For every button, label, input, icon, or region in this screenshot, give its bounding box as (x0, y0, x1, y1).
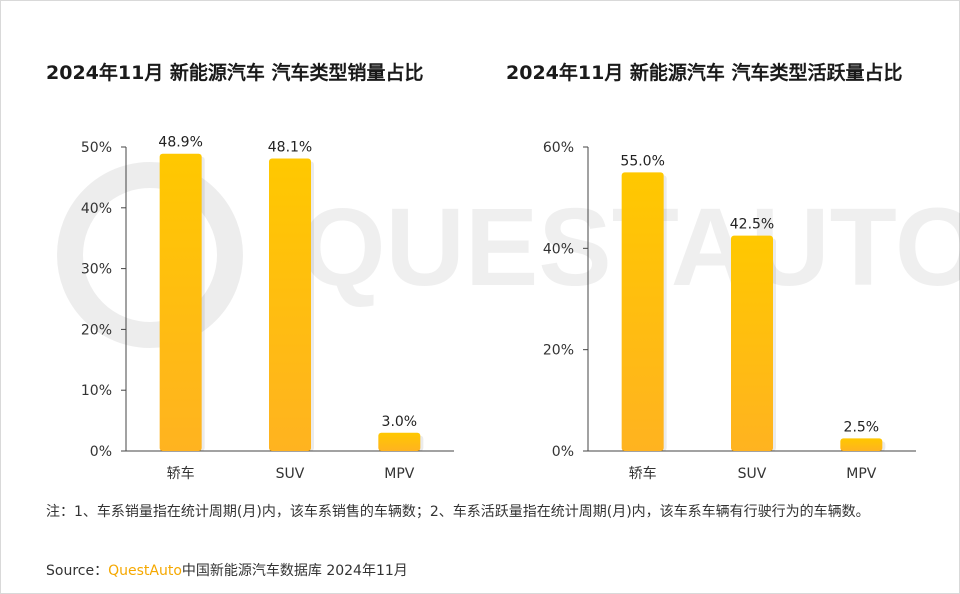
chart1-data-label: 48.9% (158, 135, 202, 151)
chart1-y-tick-label: 10% (81, 383, 112, 399)
chart1-y-tick-label: 0% (90, 444, 112, 460)
chart1-bar-2 (269, 158, 311, 451)
source-prefix: Source： (46, 563, 109, 579)
chart2-bar-3 (840, 438, 883, 451)
chart2-category-label: SUV (738, 466, 767, 482)
chart1-y-tick-label: 50% (81, 140, 112, 156)
watermark-logo-icon (57, 162, 243, 348)
footnote: 注：1、车系销量指在统计周期(月)内，该车系销售的车辆数；2、车系活跃量指在统计… (46, 504, 870, 520)
chart1-bar-1 (159, 153, 202, 452)
source-line: Source：QuestAuto中国新能源汽车数据库 2024年11月 (46, 560, 408, 580)
chart2-y-tick-label: 40% (543, 241, 574, 257)
chart2-bar-1 (621, 172, 664, 452)
chart2-data-label: 42.5% (730, 217, 774, 233)
chart1-category-label: MPV (384, 466, 415, 482)
chart-title-activity: 2024年11月 新能源汽车 汽车类型活跃量占比 (506, 62, 903, 84)
source-text: 中国新能源汽车数据库 2024年11月 (181, 563, 408, 579)
source-brand: QuestAuto (108, 563, 182, 579)
chart2-y-tick-label: 0% (552, 444, 574, 460)
chart1-data-label: 3.0% (382, 414, 418, 430)
chart1-category-label: 轿车 (167, 465, 195, 482)
chart1-category-label: SUV (276, 466, 305, 482)
chart1-y-tick-label: 30% (81, 262, 112, 278)
chart2-data-label: 2.5% (844, 419, 880, 435)
chart2-y-tick-label: 60% (543, 140, 574, 156)
chart1-y-tick-label: 20% (81, 322, 112, 338)
chart2-data-label: 55.0% (620, 153, 664, 169)
chart1-y-tick-label: 40% (81, 201, 112, 217)
chart2-bar-2 (731, 235, 773, 451)
chart2-category-label: 轿车 (629, 465, 657, 482)
chart-title-sales: 2024年11月 新能源汽车 汽车类型销量占比 (46, 62, 424, 84)
chart2-y-tick-label: 20% (543, 343, 574, 359)
chart2-category-label: MPV (846, 466, 877, 482)
chart1-data-label: 48.1% (268, 140, 312, 156)
chart1-bar-3 (378, 432, 421, 451)
